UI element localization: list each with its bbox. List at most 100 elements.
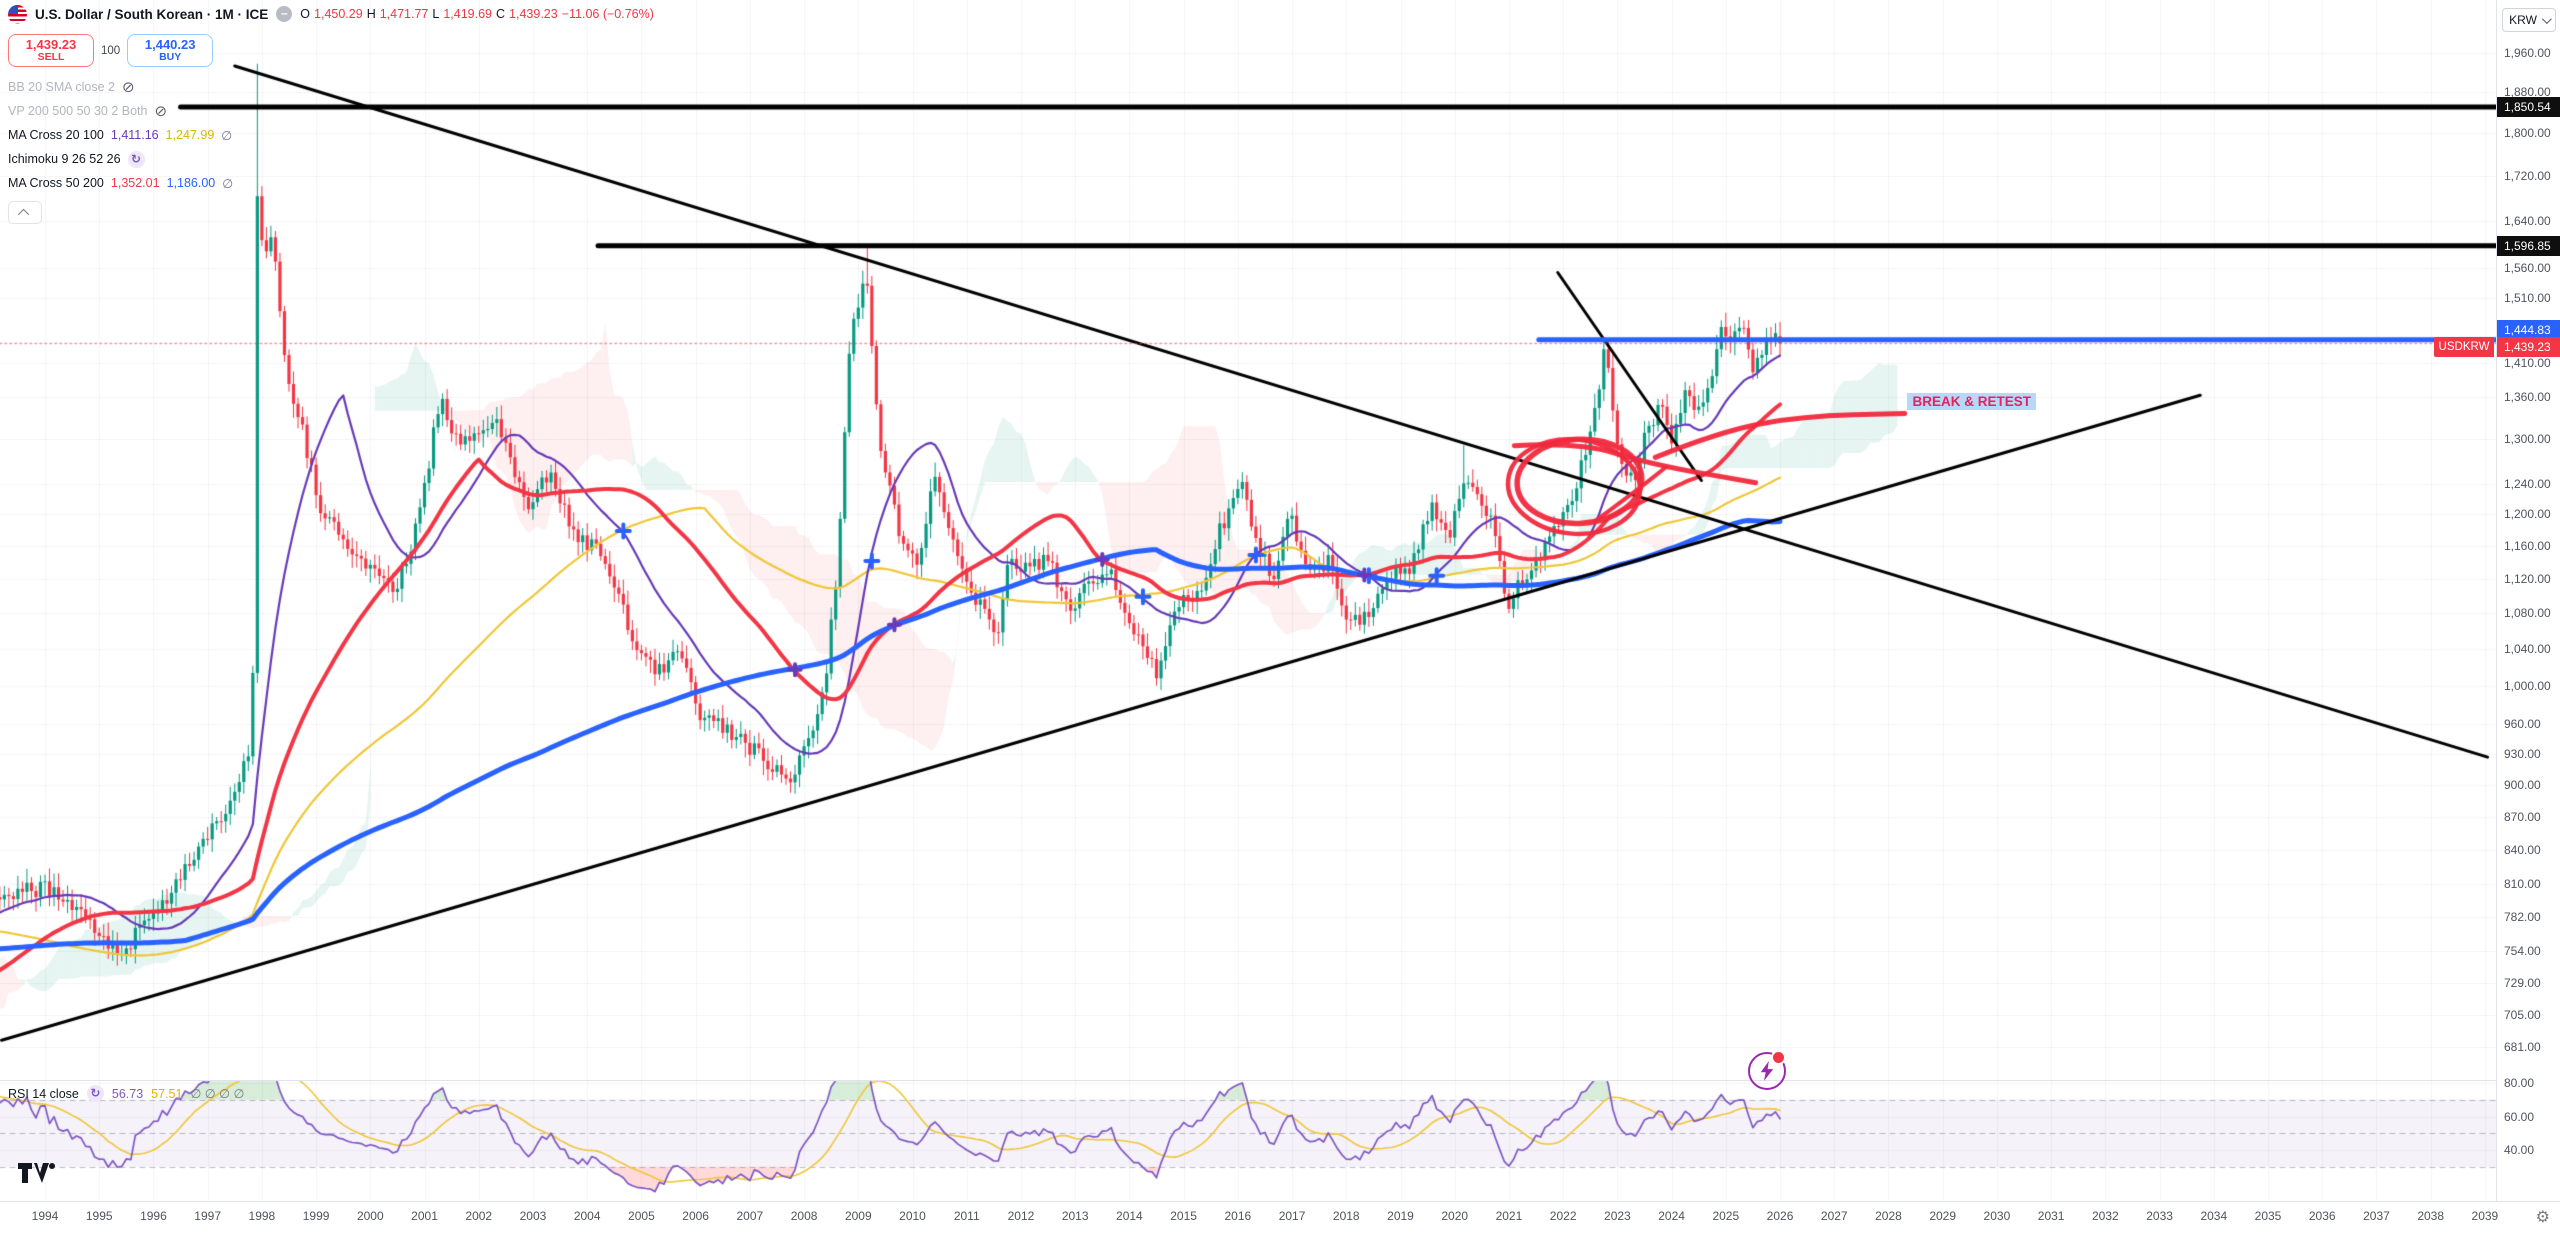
indicator-row-vp[interactable]: VP 200 500 50 30 2 Both ⊘ — [8, 99, 654, 123]
time-axis[interactable]: ⚙ 1994 1995 1996 1997 1998 1999 2000 2001 2002 20… — [0, 1201, 2560, 1234]
symbol-title[interactable]: U.S. Dollar / South Korean · 1M · ICE — [35, 6, 269, 22]
gear-icon[interactable]: ⚙ — [2535, 1209, 2550, 1226]
indicator-value: 1,411.16 — [110, 128, 159, 142]
price-tick-label: 960.00 — [2504, 717, 2541, 732]
price-tick-label: 1,120.00 — [2504, 572, 2551, 587]
change-value: −11.06 (−0.76%) — [561, 7, 654, 21]
year-tick-label: 2025 — [1712, 1209, 1740, 1223]
chevron-down-icon — [2541, 13, 2552, 24]
year-tick-label: 2023 — [1604, 1209, 1631, 1223]
year-tick-label: 2012 — [1007, 1209, 1035, 1223]
year-tick-label: 2005 — [628, 1209, 655, 1223]
indicator-row-ma-cross-50-200[interactable]: MA Cross 50 200 1,352.01 1,186.00 ∅ — [8, 171, 654, 195]
quantity-field[interactable]: 100 — [101, 44, 121, 57]
price-badge: 1,444.83 — [2497, 319, 2560, 340]
indicator-row-ichimoku[interactable]: Ichimoku 9 26 52 26 ↻ — [8, 147, 654, 171]
price-badge: 1,850.54 — [2497, 97, 2560, 118]
close-value: 1,439.23 — [509, 7, 558, 21]
year-tick-label: 1995 — [85, 1209, 113, 1223]
us-flag-icon — [8, 4, 27, 24]
price-tick-label: 1,510.00 — [2504, 291, 2551, 306]
year-tick-label: 2015 — [1170, 1209, 1197, 1223]
year-tick-label: 2006 — [682, 1209, 709, 1223]
rsi-legend[interactable]: RSI 14 close ↻ 56.73 57.51 ∅ ∅ ∅ ∅ — [8, 1085, 244, 1102]
price-tick-label: 754.00 — [2504, 944, 2541, 959]
lightning-events-button[interactable] — [1748, 1050, 1786, 1090]
year-tick-label: 2032 — [2092, 1209, 2119, 1223]
year-tick-label: 2014 — [1116, 1209, 1143, 1223]
year-tick-label: 2028 — [1875, 1209, 1902, 1223]
sell-button[interactable]: 1,439.23 SELL — [8, 34, 94, 67]
high-label: H — [366, 7, 376, 21]
year-tick-label: 2020 — [1441, 1209, 1469, 1223]
year-tick-label: 2036 — [2308, 1209, 2336, 1223]
price-tick-label: 1,560.00 — [2504, 260, 2551, 275]
break-retest-annotation[interactable]: BREAK & RETEST — [1907, 392, 2036, 410]
year-tick-label: 2001 — [411, 1209, 438, 1223]
year-tick-label: 2029 — [1929, 1209, 1957, 1223]
eye-off-icon[interactable]: ⊘ — [154, 102, 168, 120]
indicator-value: 1,186.00 — [166, 176, 216, 190]
price-tick-label: 1,080.00 — [2504, 606, 2551, 621]
year-tick-label: 2009 — [844, 1209, 872, 1223]
indicator-value: 1,247.99 — [165, 128, 215, 142]
symbol-header: U.S. Dollar / South Korean · 1M · ICE – … — [8, 3, 654, 25]
year-tick-label: 1998 — [248, 1209, 276, 1223]
year-tick-label: 2013 — [1061, 1209, 1089, 1223]
open-value: 1,450.29 — [314, 7, 363, 21]
empty-set-icons: ∅ ∅ ∅ ∅ — [190, 1087, 245, 1101]
indicator-title: BB 20 SMA close 2 — [8, 80, 116, 94]
rsi-title: RSI 14 close — [8, 1086, 79, 1101]
buy-label: BUY — [159, 50, 182, 63]
year-tick-label: 2031 — [2037, 1209, 2065, 1223]
price-tick-label: 681.00 — [2504, 1040, 2541, 1055]
year-tick-label: 2000 — [356, 1209, 384, 1223]
price-tick-label: 1,640.00 — [2504, 213, 2551, 228]
price-tick-label: 1,720.00 — [2504, 168, 2551, 183]
price-tick-label: 1,410.00 — [2504, 355, 2551, 370]
year-tick-label: 2037 — [2363, 1209, 2390, 1223]
indicator-row-ma-cross-20-100[interactable]: MA Cross 20 100 1,411.16 1,247.99 ∅ — [8, 123, 654, 147]
chevron-up-icon — [17, 208, 30, 220]
price-tick-label: 1,360.00 — [2504, 389, 2551, 404]
low-label: L — [432, 7, 440, 21]
price-tick-label: 782.00 — [2504, 910, 2541, 925]
refresh-icon[interactable]: ↻ — [127, 150, 145, 168]
year-tick-label: 2017 — [1278, 1209, 1306, 1223]
sell-label: SELL — [37, 50, 65, 63]
year-tick-label: 2019 — [1387, 1209, 1414, 1223]
year-tick-label: 2007 — [736, 1209, 764, 1223]
year-tick-label: 2021 — [1495, 1209, 1523, 1223]
refresh-icon[interactable]: ↻ — [86, 1085, 104, 1102]
pane-divider[interactable] — [0, 1080, 2496, 1081]
low-value: 1,419.69 — [443, 7, 493, 21]
notification-dot — [1771, 1050, 1786, 1065]
symbol-price-tag: USDKRW — [2434, 337, 2494, 358]
year-tick-label: 2034 — [2200, 1209, 2228, 1223]
tradingview-logo[interactable] — [16, 1160, 56, 1191]
year-tick-label: 1997 — [194, 1209, 221, 1223]
buy-price: 1,440.23 — [144, 37, 196, 53]
currency-dropdown[interactable]: KRW — [2502, 8, 2556, 32]
price-tick-label: 840.00 — [2504, 842, 2541, 857]
year-tick-label: 2016 — [1224, 1209, 1252, 1223]
year-tick-label: 2002 — [465, 1209, 493, 1223]
buy-button[interactable]: 1,440.23 BUY — [127, 34, 214, 67]
price-tick-label: 729.00 — [2504, 976, 2541, 991]
year-tick-label: 2030 — [1983, 1209, 2011, 1223]
price-tick-label: 1,300.00 — [2504, 432, 2551, 447]
rsi-value: 56.73 — [111, 1086, 144, 1101]
indicator-title: VP 200 500 50 30 2 Both — [8, 104, 148, 118]
eye-off-icon[interactable]: ⊘ — [122, 78, 135, 96]
price-badge: 1,439.23 — [2497, 337, 2560, 358]
price-axis[interactable]: KRW 1,960.00 1,880.00 1,800.00 1,720.00 1,64… — [2496, 0, 2560, 1233]
indicator-row-bb[interactable]: BB 20 SMA close 2 ⊘ — [8, 75, 654, 99]
year-tick-label: 1994 — [31, 1209, 59, 1223]
lightning-icon — [1748, 1052, 1786, 1090]
year-tick-label: 2010 — [899, 1209, 926, 1223]
legend-collapse-button[interactable] — [8, 201, 42, 224]
indicator-value: 1,352.01 — [110, 176, 160, 190]
price-tick-label: 1,040.00 — [2504, 641, 2551, 656]
high-value: 1,471.77 — [379, 7, 429, 21]
